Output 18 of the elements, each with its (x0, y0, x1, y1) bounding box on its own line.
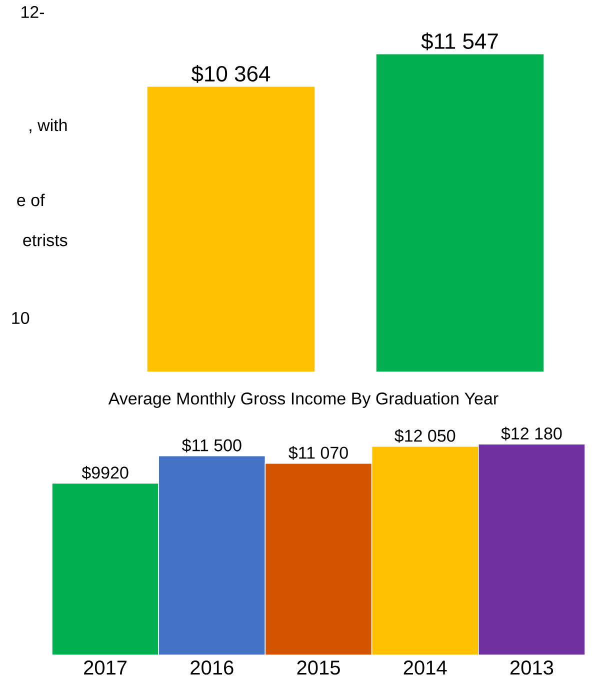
data-label: $9920 (82, 466, 128, 480)
data-label: $12 180 (501, 426, 562, 441)
x-tick-label: 2015 (297, 660, 340, 675)
text: 12- (22, 6, 44, 18)
data-label: $11 547 (421, 32, 498, 50)
data-label: $11 500 (182, 438, 242, 452)
data-label: $10 364 (191, 65, 270, 83)
text: e of (17, 194, 45, 206)
x-tick-label: 2014 (404, 660, 447, 675)
x-tick-label: 2016 (190, 660, 234, 675)
data-label: $12 050 (394, 429, 456, 443)
chart-title: Average Monthly Gross Income By Graduation Year (108, 392, 498, 408)
x-tick-label: 2013 (510, 660, 554, 675)
text: 10 (12, 312, 30, 324)
text: etrists (23, 234, 68, 246)
x-tick-label: 2017 (84, 660, 127, 675)
text: , with (30, 118, 67, 134)
data-label: $11 070 (288, 446, 348, 460)
